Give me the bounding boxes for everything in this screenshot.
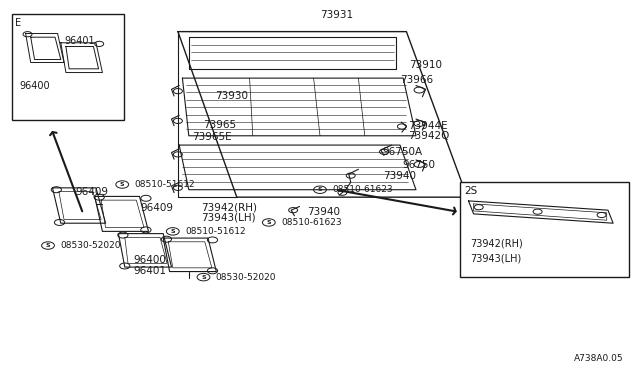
Text: 73940: 73940 [307,207,340,217]
Text: 73942(RH): 73942(RH) [202,203,258,212]
Text: 08510-51612: 08510-51612 [185,227,246,236]
Text: S: S [170,229,175,234]
Text: S: S [201,275,206,280]
Text: 73931: 73931 [320,10,353,20]
Text: 73965: 73965 [204,120,237,129]
Text: 96409: 96409 [141,203,174,213]
Text: 96750: 96750 [402,160,435,170]
Text: S: S [120,182,125,187]
Text: 73965E: 73965E [192,132,232,142]
Text: 08510-51612: 08510-51612 [134,180,195,189]
Text: 96750A: 96750A [383,147,423,157]
Text: 08510-61623: 08510-61623 [281,218,342,227]
FancyBboxPatch shape [460,182,629,277]
Text: 73930: 73930 [215,91,248,101]
Text: 08530-52020: 08530-52020 [216,273,276,282]
Text: E: E [15,18,21,28]
Text: 73943(LH): 73943(LH) [470,254,521,263]
Text: A738A0.05: A738A0.05 [574,354,624,363]
Text: 96409: 96409 [75,187,108,196]
Text: 73942Q: 73942Q [408,131,450,141]
Text: 08510-61623: 08510-61623 [332,185,393,194]
Text: 73910: 73910 [410,60,443,70]
Text: 73942(RH): 73942(RH) [470,239,522,248]
Text: S: S [45,243,51,248]
Text: 2S: 2S [465,186,478,196]
Text: S: S [266,220,271,225]
Text: 96400: 96400 [133,256,166,265]
Text: 73944E: 73944E [408,121,448,131]
Text: S: S [317,187,323,192]
Text: 73966: 73966 [400,75,433,85]
Text: 96401: 96401 [64,36,95,46]
Text: 73940: 73940 [383,171,416,181]
Text: 73943(LH): 73943(LH) [202,213,256,223]
Text: 96400: 96400 [19,81,50,90]
Text: 96401: 96401 [133,266,166,276]
FancyBboxPatch shape [12,14,124,120]
Text: 08530-52020: 08530-52020 [60,241,121,250]
